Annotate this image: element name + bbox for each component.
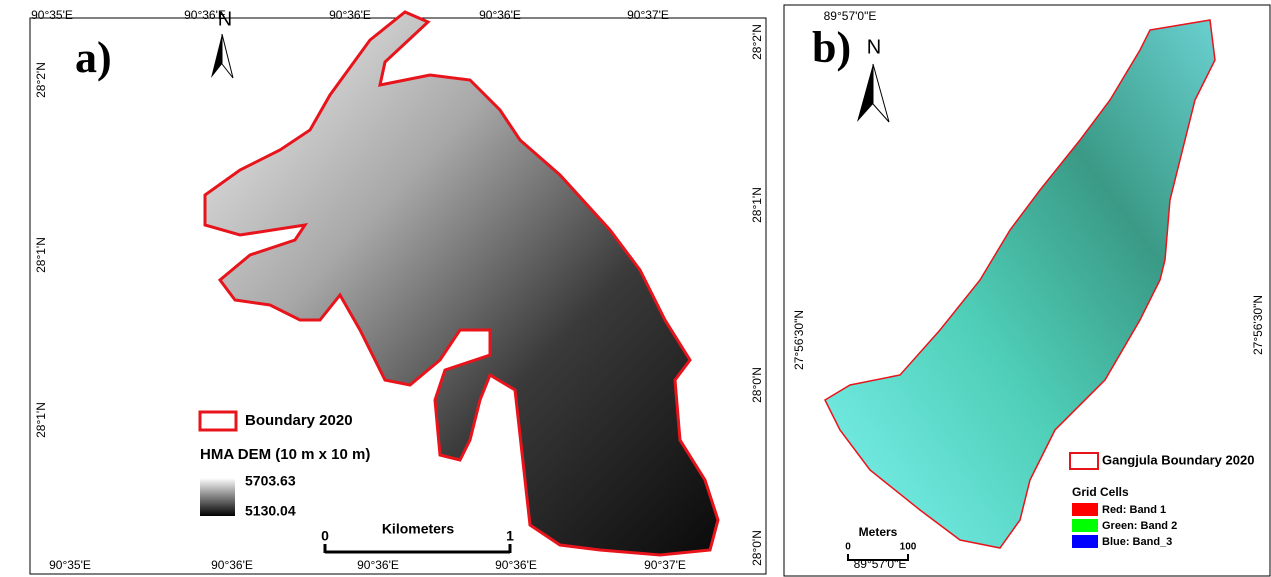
scale-title: Kilometers: [382, 521, 455, 537]
north-arrow: [873, 64, 889, 122]
legend-label: Red: Band 1: [1102, 504, 1166, 516]
legend-title: Grid Cells: [1072, 485, 1129, 499]
legend-swatch: [1072, 519, 1098, 532]
coordinate-label: 90°35'E: [49, 558, 91, 572]
coordinate-label: 28°1'N: [750, 187, 764, 223]
coordinate-label: 28°1'N: [34, 402, 48, 438]
coordinate-label: 89°57'0"E: [854, 557, 907, 571]
legend-label: 5703.63: [245, 473, 296, 489]
coordinate-label: 90°36'E: [329, 8, 371, 22]
panel-label: b): [812, 23, 851, 72]
coordinate-label: 90°36'E: [479, 8, 521, 22]
glacier-rgb: [825, 20, 1215, 548]
coordinate-label: 90°36'E: [211, 558, 253, 572]
coordinate-label: 28°1'N: [34, 237, 48, 273]
legend-label: Gangjula Boundary 2020: [1102, 452, 1254, 467]
legend-ramp: [200, 478, 235, 516]
legend-label: Boundary 2020: [245, 412, 353, 429]
coordinate-label: 90°37'E: [627, 8, 669, 22]
legend-swatch: [200, 412, 236, 430]
legend-swatch: [1072, 503, 1098, 516]
coordinate-label: 89°57'0"E: [824, 9, 877, 23]
coordinate-label: 27°56'30"N: [792, 310, 806, 370]
scale-bar: [325, 544, 510, 553]
panel-label: a): [75, 33, 112, 82]
coordinate-label: 90°37'E: [644, 558, 686, 572]
north-arrow: [211, 34, 222, 78]
scale-label: 1: [506, 528, 514, 544]
scale-label: 0: [845, 542, 851, 553]
coordinate-label: 90°35'E: [31, 8, 73, 22]
legend-label: Green: Band 2: [1102, 520, 1177, 532]
north-arrow: [222, 34, 233, 78]
coordinate-label: 28°0'N: [750, 530, 764, 566]
legend-label: Blue: Band_3: [1102, 536, 1172, 548]
legend-title: HMA DEM (10 m x 10 m): [200, 446, 370, 463]
north-label: N: [867, 36, 881, 58]
legend-swatch: [1072, 535, 1098, 548]
figure: a) N Boundary 2020 HMA DEM (10 m x 10 m)…: [0, 0, 1271, 577]
legend-label: 5130.04: [245, 503, 296, 519]
coordinate-label: 90°36'E: [495, 558, 537, 572]
coordinate-label: 90°36'E: [357, 558, 399, 572]
scale-label: 0: [321, 528, 329, 544]
scale-title: Meters: [859, 525, 898, 539]
north-arrow: [857, 64, 873, 122]
coordinate-label: 28°2'N: [750, 24, 764, 60]
legend-swatch: [1070, 453, 1098, 469]
scale-label: 100: [900, 542, 917, 553]
coordinate-label: 27°56'30"N: [1251, 295, 1265, 355]
coordinate-label: 90°36'E: [184, 8, 226, 22]
coordinate-label: 28°0'N: [750, 367, 764, 403]
coordinate-label: 28°2'N: [34, 62, 48, 98]
